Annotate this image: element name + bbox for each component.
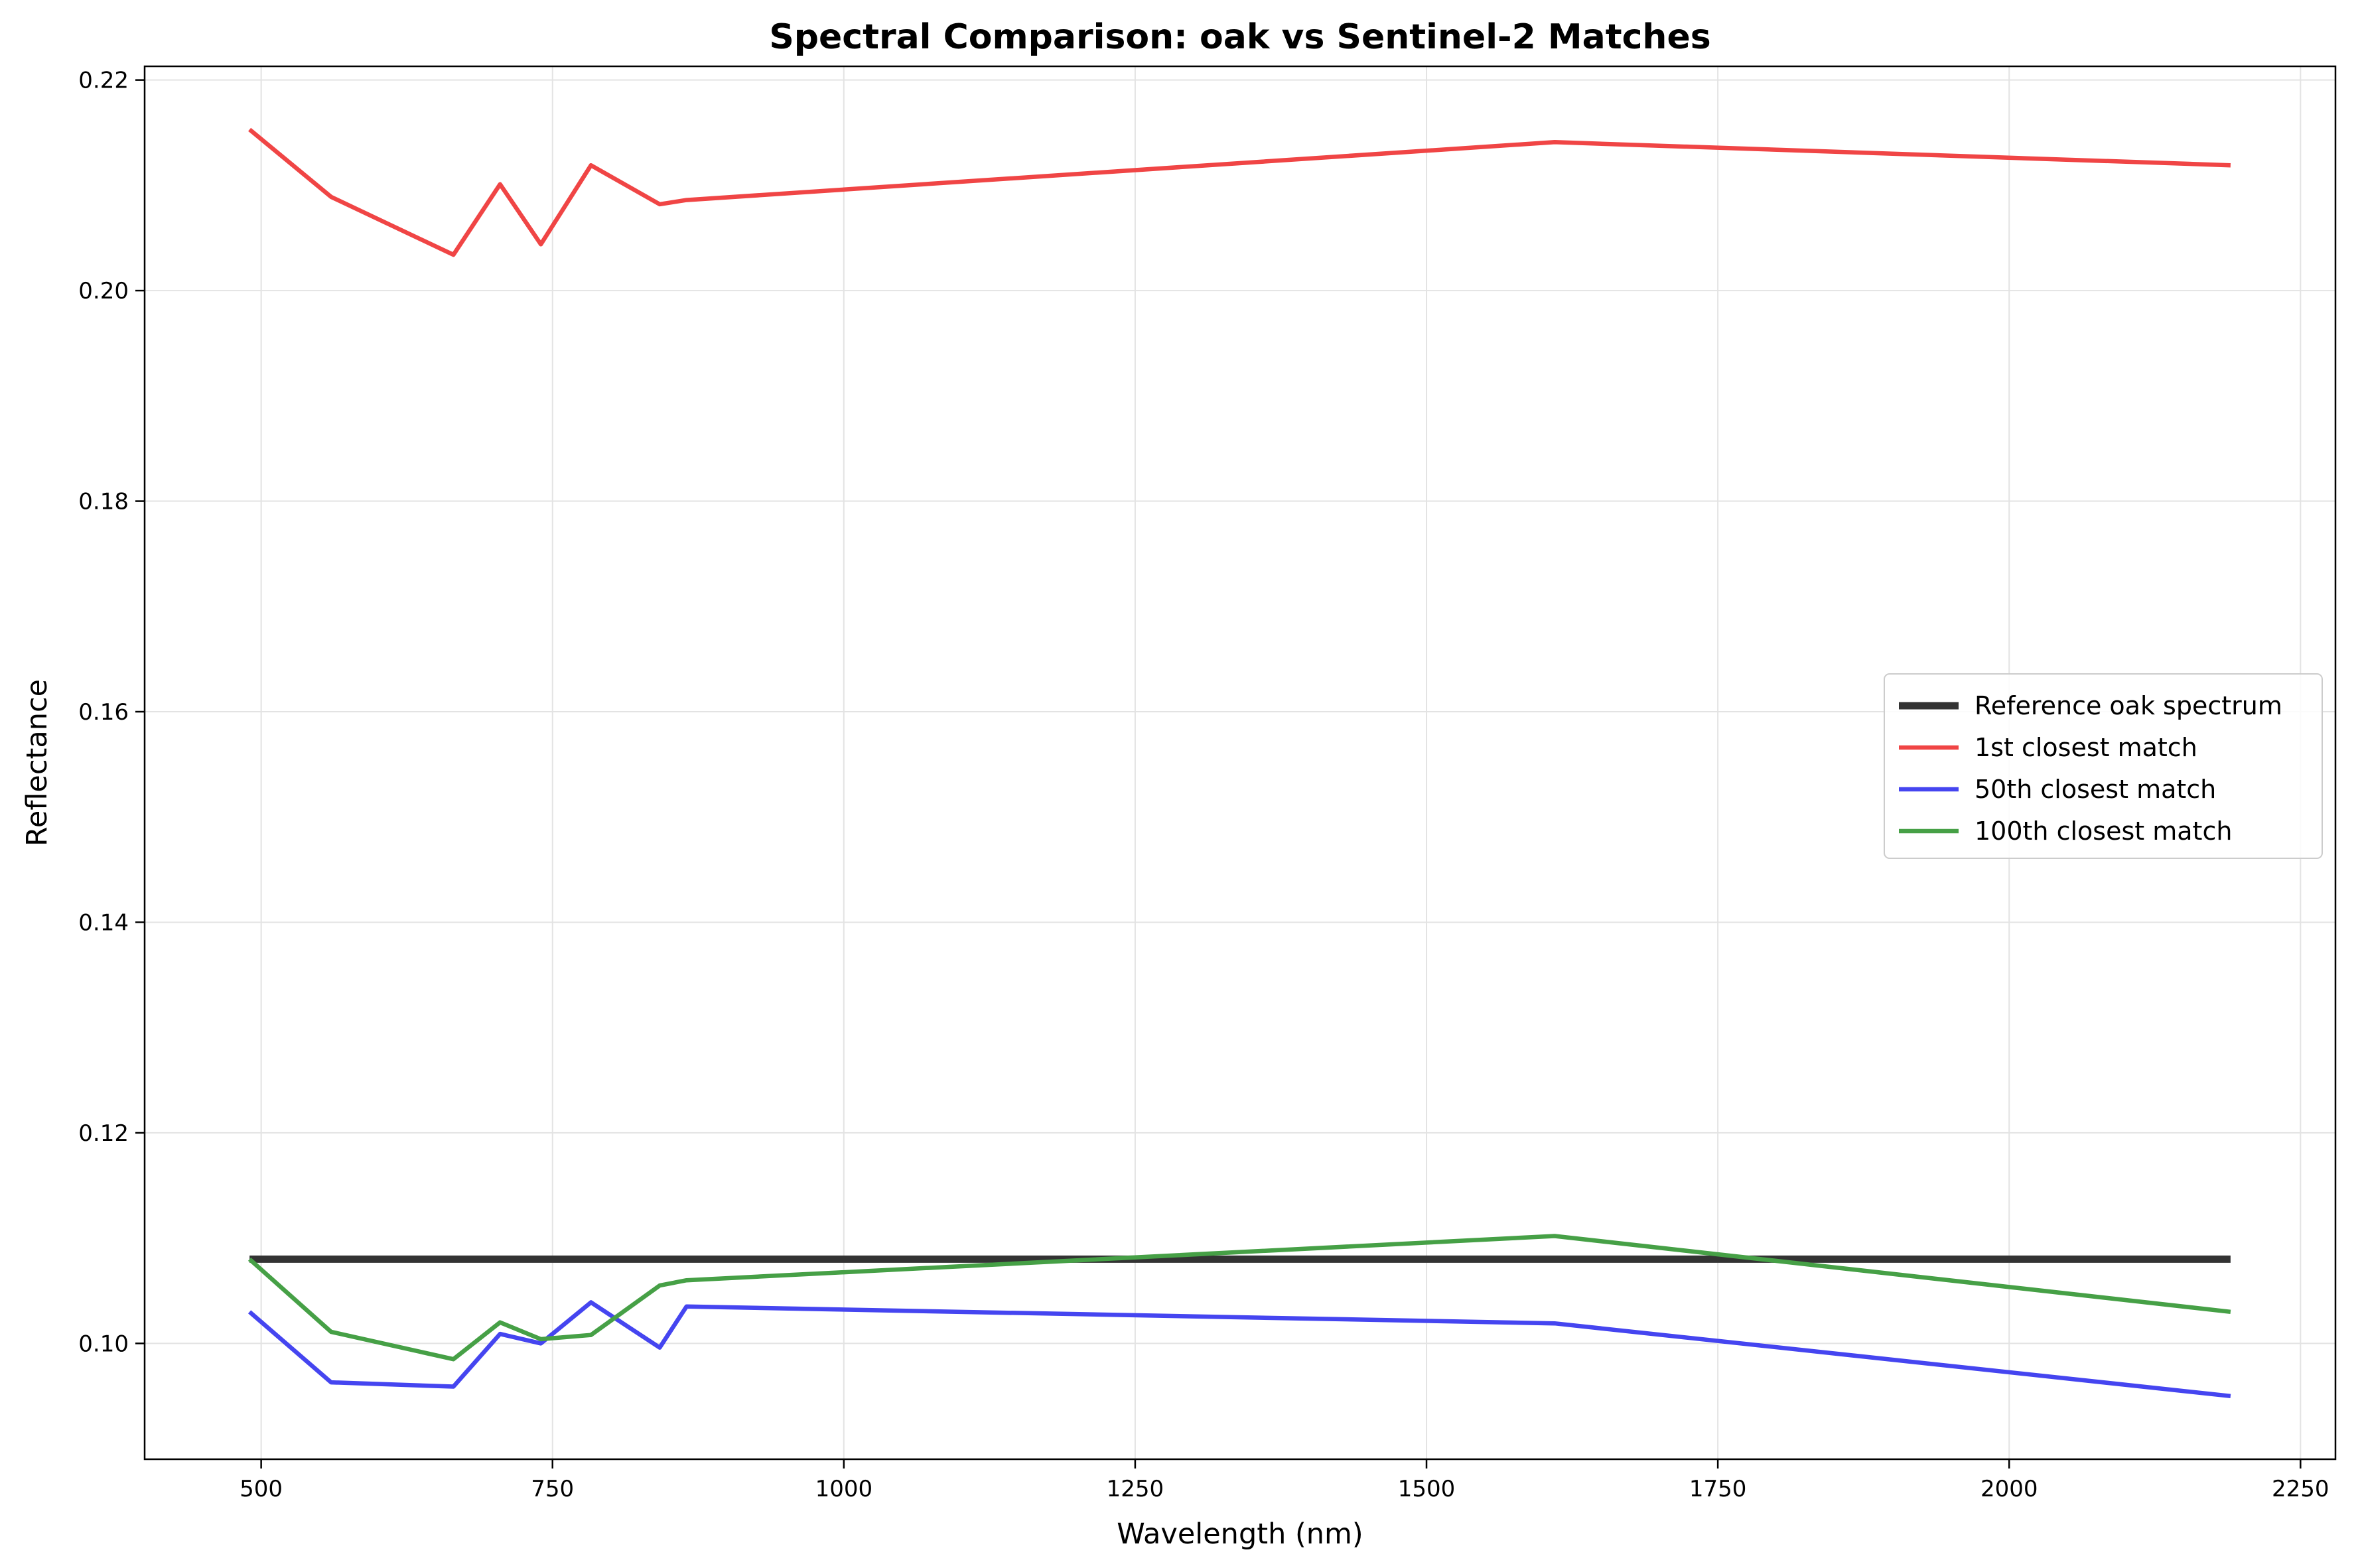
series-line-2	[248, 127, 2231, 257]
x-tick-label: 1000	[815, 1476, 873, 1502]
y-tick-label: 0.18	[78, 489, 129, 515]
x-tick-label: 2250	[2272, 1476, 2329, 1502]
x-tick-label: 1500	[1398, 1476, 1456, 1502]
axis-ticks: 500 750 1000 1250 1500 1750 2000 2250 0.10 0.12 0.…	[78, 68, 2329, 1502]
series-lines	[247, 127, 2231, 1399]
y-tick-label: 0.22	[78, 68, 129, 94]
y-tick-label: 0.16	[78, 699, 129, 726]
y-tick-label: 0.10	[78, 1331, 129, 1357]
y-axis-label: Reflectance	[21, 679, 54, 846]
series-line-3	[247, 1300, 2231, 1399]
x-tick-label: 500	[240, 1476, 283, 1502]
legend-box	[1884, 673, 2323, 859]
legend: Reference oak spectrum 1st closest match 5…	[1884, 673, 2323, 859]
legend-entry-label: 1st closest match	[1975, 733, 2197, 762]
x-tick-label: 1750	[1689, 1476, 1747, 1502]
legend-entry-label: 50th closest match	[1975, 775, 2216, 804]
legend-entry-label: 100th closest match	[1975, 817, 2232, 846]
series-line-4	[247, 1234, 2231, 1362]
x-tick-label: 2000	[1980, 1476, 2038, 1502]
plot-area-frame	[143, 65, 2337, 1461]
chart-title: Spectral Comparison: oak vs Sentinel-2 M…	[769, 17, 1710, 57]
grid	[145, 66, 2335, 1459]
y-tick-label: 0.14	[78, 909, 129, 936]
legend-entry-label: Reference oak spectrum	[1975, 691, 2282, 720]
y-tick-label: 0.12	[78, 1120, 129, 1147]
x-tick-label: 1250	[1107, 1476, 1164, 1502]
y-tick-label: 0.20	[78, 278, 129, 304]
x-axis-label: Wavelength (nm)	[1117, 1518, 1363, 1551]
x-tick-label: 750	[531, 1476, 574, 1502]
